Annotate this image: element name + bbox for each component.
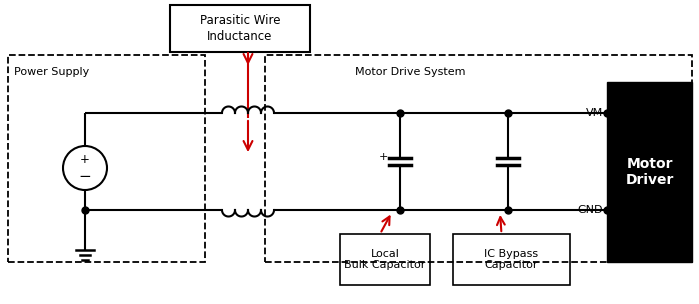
Text: Motor
Driver: Motor Driver xyxy=(626,157,674,187)
Text: −: − xyxy=(78,169,92,184)
Text: +: + xyxy=(378,152,388,162)
Text: Motor Drive System: Motor Drive System xyxy=(355,67,466,77)
Text: Local
Bulk Capacitor: Local Bulk Capacitor xyxy=(345,249,426,270)
Bar xyxy=(453,234,570,285)
Text: Power Supply: Power Supply xyxy=(14,67,89,77)
Text: IC Bypass
Capacitor: IC Bypass Capacitor xyxy=(484,249,538,270)
Bar xyxy=(8,55,205,262)
Bar xyxy=(607,82,692,262)
Bar xyxy=(170,5,310,52)
Bar xyxy=(340,234,430,285)
Text: GND: GND xyxy=(577,205,603,215)
Text: Parasitic Wire
Inductance: Parasitic Wire Inductance xyxy=(200,15,280,43)
Text: VM: VM xyxy=(586,108,603,118)
Text: +: + xyxy=(80,153,90,166)
Bar xyxy=(265,55,692,262)
